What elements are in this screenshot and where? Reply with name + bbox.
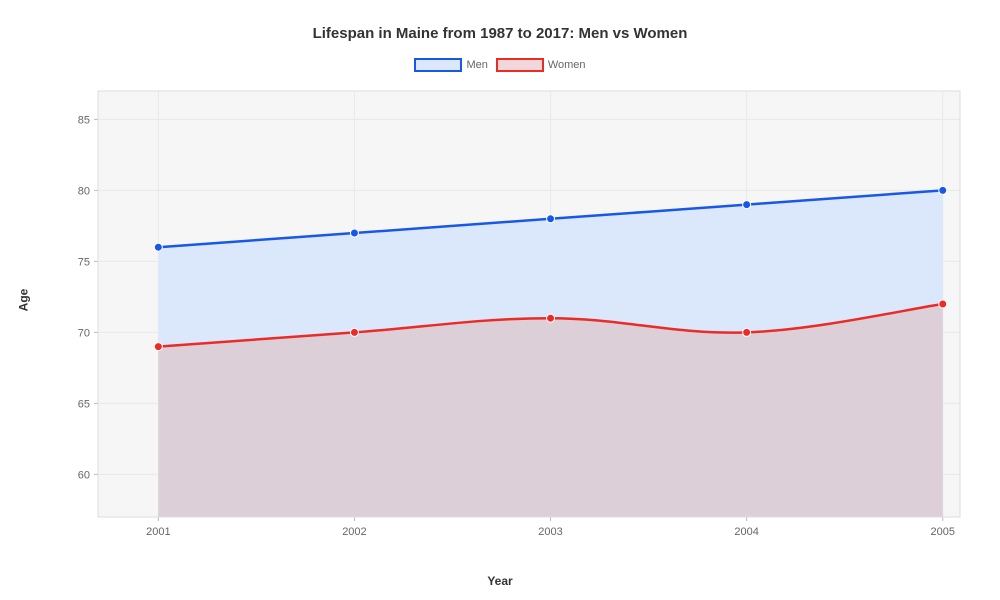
svg-text:65: 65 [78,398,90,410]
legend-label-men: Men [466,59,487,71]
legend-label-women: Women [548,59,586,71]
svg-text:2002: 2002 [342,526,366,538]
x-axis-label: Year [0,574,1000,588]
svg-text:2001: 2001 [146,526,170,538]
svg-text:2004: 2004 [734,526,758,538]
svg-text:70: 70 [78,327,90,339]
plot-area: 60 65 70 75 80 85 2001 2002 2003 2004 2005 [60,85,970,545]
y-axis-label: Age [16,289,30,312]
legend-swatch-women [496,58,544,72]
svg-text:85: 85 [78,114,90,126]
svg-text:2003: 2003 [538,526,562,538]
legend-swatch-men [414,58,462,72]
legend: Men Women [0,58,1000,72]
legend-item-women[interactable]: Women [496,58,586,72]
svg-text:75: 75 [78,256,90,268]
legend-item-men[interactable]: Men [414,58,487,72]
chart-title: Lifespan in Maine from 1987 to 2017: Men… [0,25,1000,42]
svg-text:60: 60 [78,469,90,481]
svg-text:80: 80 [78,185,90,197]
svg-text:2005: 2005 [931,526,955,538]
chart-svg: 60 65 70 75 80 85 2001 2002 2003 2004 2005 [60,85,970,545]
